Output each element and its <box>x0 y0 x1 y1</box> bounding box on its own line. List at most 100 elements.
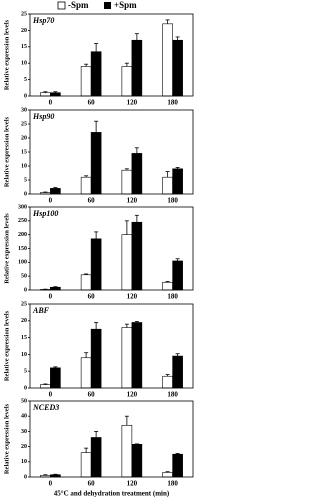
bar <box>90 132 102 195</box>
bar <box>40 92 51 97</box>
x-tick-label: 60 <box>88 293 96 301</box>
panel-title: Hsp90 <box>32 112 54 121</box>
x-tick-label: 120 <box>127 480 138 488</box>
y-axis-label: Relative expression levels <box>3 310 10 381</box>
plot-frame <box>29 400 194 478</box>
y-tick-label: 5 <box>24 177 27 183</box>
x-tick-label: 0 <box>49 99 53 107</box>
y-tick-label: 0 <box>24 287 27 293</box>
bar <box>172 260 183 291</box>
bar <box>90 437 102 478</box>
bar <box>80 66 92 97</box>
y-tick-label: 30 <box>21 429 27 435</box>
bar <box>131 322 143 389</box>
plot-frame <box>29 303 194 389</box>
bar <box>50 92 61 97</box>
y-tick-label: 50 <box>21 274 27 280</box>
y-tick-label: 0 <box>24 93 27 99</box>
bar <box>162 472 173 478</box>
bar <box>121 169 133 195</box>
bar <box>131 221 143 291</box>
panel-title: ABF <box>32 306 50 315</box>
y-tick-label: 15 <box>21 335 27 341</box>
y-tick-label: 0 <box>24 474 27 480</box>
bar <box>172 453 183 478</box>
bar <box>80 176 92 195</box>
plot-frame <box>29 109 194 195</box>
legend-swatch <box>104 2 111 9</box>
x-tick-label: 60 <box>88 391 96 399</box>
y-tick-label: 10 <box>21 163 27 169</box>
x-tick-label: 60 <box>88 99 96 107</box>
bar <box>121 234 133 291</box>
bar <box>121 327 133 389</box>
bar <box>172 168 183 195</box>
y-tick-label: 30 <box>21 107 27 113</box>
x-tick-label: 60 <box>88 197 96 205</box>
y-tick-label: 50 <box>21 398 27 404</box>
plot-frame <box>29 13 194 97</box>
bar <box>162 375 173 389</box>
x-tick-label: 180 <box>167 391 178 399</box>
bar <box>90 238 102 291</box>
y-tick-label: 5 <box>24 77 27 83</box>
y-tick-label: 150 <box>18 246 27 252</box>
chart: -Spm +Spm Hsp70 Relative expression level… <box>3 0 194 498</box>
bar <box>80 357 92 389</box>
x-tick-label: 180 <box>167 480 178 488</box>
bar <box>131 444 143 478</box>
y-tick-label: 10 <box>21 459 27 465</box>
y-tick-label: 10 <box>21 352 27 358</box>
y-tick-label: 300 <box>18 204 27 210</box>
bar <box>80 274 92 291</box>
bar <box>50 286 61 291</box>
x-tick-label: 120 <box>127 293 138 301</box>
y-tick-label: 25 <box>21 11 27 17</box>
x-tick-label: 120 <box>127 197 138 205</box>
bar <box>50 188 61 195</box>
y-axis-label: Relative expression levels <box>3 116 10 187</box>
y-tick-label: 5 <box>24 369 27 375</box>
y-tick-label: 200 <box>18 232 27 238</box>
y-tick-label: 20 <box>21 444 27 450</box>
panel-title: Hsp70 <box>32 16 54 25</box>
y-tick-label: 250 <box>18 218 27 224</box>
y-axis-label: Relative expression levels <box>3 213 10 284</box>
y-axis-label: Relative expression levels <box>3 403 10 474</box>
x-tick-label: 0 <box>49 293 53 301</box>
panel-title: Hsp100 <box>32 209 58 218</box>
y-tick-label: 0 <box>24 385 27 391</box>
bar <box>162 176 173 195</box>
bar <box>172 355 183 389</box>
x-tick-label: 120 <box>127 391 138 399</box>
y-tick-label: 20 <box>21 318 27 324</box>
x-tick-label: 120 <box>127 99 138 107</box>
y-tick-label: 100 <box>18 260 27 266</box>
bar <box>131 39 143 97</box>
y-tick-label: 40 <box>21 414 27 420</box>
plot-frame <box>29 206 194 291</box>
x-tick-label: 180 <box>167 99 178 107</box>
y-tick-label: 10 <box>21 61 27 67</box>
bar <box>172 39 183 97</box>
x-tick-label: 0 <box>49 197 53 205</box>
x-axis-label: 45°C and dehydration treatment (min) <box>54 490 170 498</box>
y-tick-label: 25 <box>21 121 27 127</box>
bar <box>90 328 102 389</box>
x-tick-label: 60 <box>88 480 96 488</box>
y-tick-label: 15 <box>21 149 27 155</box>
bar <box>50 367 61 389</box>
legend-label: +Spm <box>114 0 137 10</box>
x-tick-label: 0 <box>49 480 53 488</box>
panel-title: NCED3 <box>32 403 59 412</box>
y-tick-label: 20 <box>21 135 27 141</box>
bar <box>121 425 133 478</box>
bar <box>162 281 173 291</box>
legend-swatch <box>57 1 66 10</box>
y-axis-label: Relative expression levels <box>3 19 10 90</box>
y-tick-label: 15 <box>21 44 27 50</box>
y-tick-label: 25 <box>21 301 27 307</box>
bar <box>121 66 133 97</box>
bar <box>90 51 102 97</box>
y-tick-label: 20 <box>21 28 27 34</box>
